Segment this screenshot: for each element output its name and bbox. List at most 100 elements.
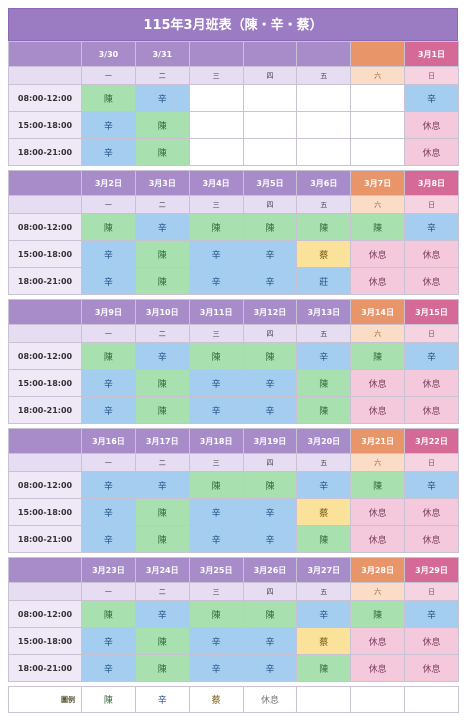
shift-cell: 辛 xyxy=(242,240,298,268)
shift-cell: 蔡 xyxy=(296,627,352,655)
shift-cell: 陳 xyxy=(134,369,190,397)
date-cell: 3月12日 xyxy=(242,299,298,325)
week-gap xyxy=(8,423,459,429)
weekday-cell: 一 xyxy=(81,195,136,214)
shift-cell: 陳 xyxy=(134,498,190,526)
shift-cell: 辛 xyxy=(296,342,352,370)
date-cell: 3月18日 xyxy=(188,428,244,454)
date-row-label xyxy=(8,557,82,583)
shift-cell: 辛 xyxy=(134,342,190,370)
shift-cell: 陳 xyxy=(81,84,136,112)
shift-row: 15:00-18:00 辛陳辛辛蔡休息 休息 xyxy=(8,627,459,655)
weekday-cell: 六 xyxy=(350,324,406,343)
shift-cell: 蔡 xyxy=(296,498,352,526)
shift-cell: 陳 xyxy=(242,213,298,241)
shift-cell: 陳 xyxy=(188,600,244,628)
legend-gap xyxy=(8,681,459,687)
weekday-cell: 六 xyxy=(350,195,406,214)
shift-cell: 辛 xyxy=(134,600,190,628)
date-cell: 3月14日 xyxy=(350,299,406,325)
shift-cell: 辛 xyxy=(81,396,136,424)
date-cell: 3月22日 xyxy=(404,428,459,454)
date-cell: 3月25日 xyxy=(188,557,244,583)
date-cell: 3月17日 xyxy=(134,428,190,454)
shift-cell: 陳 xyxy=(188,471,244,499)
legend-item: 陳 xyxy=(81,686,136,713)
shift-cell: 辛 xyxy=(134,84,190,112)
date-cell: 3月21日 xyxy=(350,428,406,454)
shift-row: 15:00-18:00 辛陳辛辛蔡休息 休息 xyxy=(8,498,459,526)
shift-cell: 陳 xyxy=(296,654,352,682)
date-row-label xyxy=(8,428,82,454)
shift-cell xyxy=(296,84,352,112)
shift-time-label: 15:00-18:00 xyxy=(8,369,82,397)
shift-time-label: 15:00-18:00 xyxy=(8,111,82,139)
shift-cell: 辛 xyxy=(81,138,136,166)
weekday-row: 一二三四五六日 xyxy=(8,66,459,85)
date-row-label xyxy=(8,299,82,325)
weekday-cell: 三 xyxy=(188,324,244,343)
shift-row: 18:00-21:00 辛陳辛辛陳休息 休息 xyxy=(8,525,459,553)
shift-cell: 辛 xyxy=(404,84,459,112)
shift-cell: 陳 xyxy=(242,471,298,499)
shift-cell: 辛 xyxy=(81,627,136,655)
date-cell: 3月2日 xyxy=(81,170,136,196)
shift-cell: 陳 xyxy=(350,342,406,370)
date-cell: 3月10日 xyxy=(134,299,190,325)
weekday-cell: 一 xyxy=(81,582,136,601)
shift-cell: 辛 xyxy=(134,213,190,241)
shift-cell xyxy=(350,138,406,166)
weekday-cell: 一 xyxy=(81,453,136,472)
weekday-cell: 六 xyxy=(350,453,406,472)
shift-cell: 辛 xyxy=(81,369,136,397)
weekday-cell: 四 xyxy=(242,324,298,343)
shift-cell: 陳 xyxy=(350,471,406,499)
weekday-cell: 日 xyxy=(404,66,459,85)
shift-cell: 陳 xyxy=(134,627,190,655)
shift-cell: 休息 xyxy=(404,396,459,424)
weekday-cell: 二 xyxy=(134,453,190,472)
shift-time-label: 15:00-18:00 xyxy=(8,498,82,526)
shift-cell: 陳 xyxy=(134,138,190,166)
shift-row: 08:00-12:00 陳辛陳陳辛陳辛 xyxy=(8,600,459,628)
shift-cell: 辛 xyxy=(404,471,459,499)
shift-cell: 陳 xyxy=(296,525,352,553)
shift-cell: 陳 xyxy=(134,111,190,139)
weekday-row-label xyxy=(8,324,82,343)
weekday-row-label xyxy=(8,66,82,85)
schedule-title: 115年3月班表（陳・辛・蔡） xyxy=(8,8,458,41)
shift-time-label: 15:00-18:00 xyxy=(8,240,82,268)
shift-cell: 休息 xyxy=(404,138,459,166)
shift-cell: 辛 xyxy=(242,396,298,424)
date-row-label xyxy=(8,41,82,67)
shift-cell: 辛 xyxy=(188,525,244,553)
shift-cell: 陳 xyxy=(188,213,244,241)
shift-cell: 辛 xyxy=(81,525,136,553)
weekday-cell: 三 xyxy=(188,582,244,601)
shift-cell: 陳 xyxy=(81,600,136,628)
shift-cell: 陳 xyxy=(134,654,190,682)
date-cell: 3月11日 xyxy=(188,299,244,325)
shift-cell: 辛 xyxy=(188,654,244,682)
shift-cell: 陳 xyxy=(81,213,136,241)
weekday-cell: 五 xyxy=(296,582,352,601)
shift-cell: 辛 xyxy=(81,654,136,682)
shift-cell: 陳 xyxy=(296,396,352,424)
shift-cell: 辛 xyxy=(81,111,136,139)
shift-cell: 辛 xyxy=(134,471,190,499)
date-cell: 3月19日 xyxy=(242,428,298,454)
shift-cell: 休息 xyxy=(404,627,459,655)
shift-cell xyxy=(188,138,244,166)
shift-cell: 休息 xyxy=(404,498,459,526)
week-gap xyxy=(8,294,459,300)
shift-cell: 休息 xyxy=(350,627,406,655)
shift-row: 18:00-21:00 辛陳 休息 xyxy=(8,138,459,166)
weekday-cell: 六 xyxy=(350,582,406,601)
schedule-sheet: 115年3月班表（陳・辛・蔡） 3/30 3/31 3月1日一二三四五六日 08:00… xyxy=(8,8,459,713)
weekday-cell: 日 xyxy=(404,324,459,343)
shift-cell: 辛 xyxy=(81,471,136,499)
legend-empty-cell xyxy=(404,686,459,713)
shift-cell xyxy=(350,84,406,112)
weekday-row: 一二三四五六日 xyxy=(8,324,459,343)
shift-time-label: 18:00-21:00 xyxy=(8,654,82,682)
